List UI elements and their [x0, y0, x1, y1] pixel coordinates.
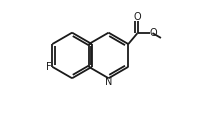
Text: O: O	[149, 28, 157, 38]
Text: N: N	[105, 77, 112, 87]
Text: F: F	[46, 62, 52, 72]
Text: O: O	[134, 12, 141, 22]
